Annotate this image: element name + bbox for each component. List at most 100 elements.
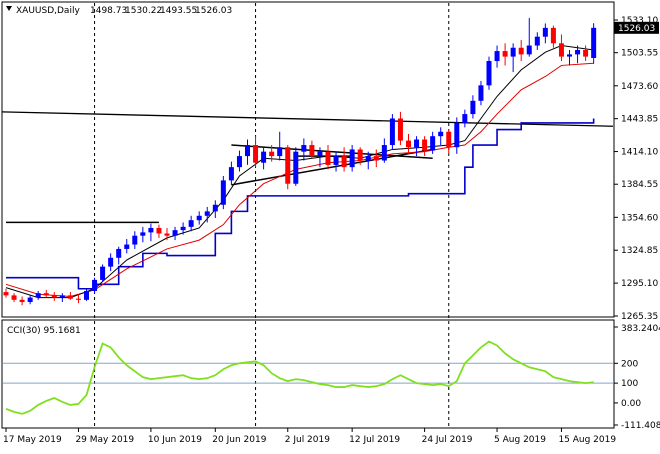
candles bbox=[3, 17, 597, 306]
date-tick-label-7: 5 Aug 2019 bbox=[494, 435, 546, 445]
candle-body-64 bbox=[518, 47, 524, 55]
candle-body-9 bbox=[75, 298, 81, 300]
candle-body-16 bbox=[132, 235, 138, 245]
candle-body-62 bbox=[502, 51, 508, 57]
candle-body-25 bbox=[204, 211, 210, 216]
candle-body-19 bbox=[156, 227, 162, 234]
candle-body-49 bbox=[397, 118, 403, 141]
date-tick-label-2: 10 Jun 2019 bbox=[148, 435, 202, 445]
cci-indicator bbox=[3, 340, 613, 415]
candle-body-61 bbox=[494, 51, 500, 62]
current-price-badge: 1526.03 bbox=[614, 21, 659, 34]
candle-body-55 bbox=[446, 131, 452, 148]
candle-body-48 bbox=[389, 118, 395, 146]
candle-body-14 bbox=[116, 248, 122, 258]
date-tick-label-0: 17 May 2019 bbox=[3, 435, 62, 445]
candle-body-11 bbox=[92, 279, 98, 291]
price-tick-label-0: 1533.10 bbox=[621, 16, 658, 26]
triangle-line-1 bbox=[231, 148, 433, 186]
candle-body-57 bbox=[462, 114, 468, 123]
period-separators bbox=[94, 3, 450, 427]
candle-body-67 bbox=[542, 27, 548, 37]
candle-body-43 bbox=[349, 149, 355, 168]
ohlc-open: 1498.73 bbox=[90, 6, 127, 16]
chart-header: XAUUSD,Daily 1498.73 1530.22 1493.55 152… bbox=[6, 6, 232, 16]
candle-body-22 bbox=[180, 226, 186, 231]
candle-body-63 bbox=[510, 47, 516, 57]
date-axis: 17 May 2019 29 May 2019 10 Jun 2019 20 Jun … bbox=[3, 428, 616, 445]
candle-body-5 bbox=[43, 293, 49, 296]
symbol-triangle-icon bbox=[6, 6, 12, 11]
candle-body-69 bbox=[558, 43, 564, 57]
candle-body-26 bbox=[212, 204, 218, 212]
candle-body-36 bbox=[293, 151, 299, 184]
price-tick-label-1: 1503.55 bbox=[621, 49, 658, 59]
date-tick-label-1: 29 May 2019 bbox=[75, 435, 134, 445]
cci-tick-label-0: 383.2404 bbox=[621, 324, 660, 334]
price-tick-label-2: 1473.60 bbox=[621, 82, 658, 92]
candle-body-56 bbox=[454, 122, 460, 148]
candle-body-1 bbox=[11, 295, 17, 300]
cci-label: CCI(30) 95.1681 bbox=[7, 326, 81, 336]
candle-body-27 bbox=[220, 180, 226, 205]
candle-body-6 bbox=[51, 295, 57, 298]
cci-line bbox=[5, 340, 594, 415]
candle-body-66 bbox=[534, 36, 540, 46]
date-tick-label-6: 24 Jul 2019 bbox=[422, 435, 473, 445]
candle-body-7 bbox=[59, 295, 65, 298]
svg-text:1526.03: 1526.03 bbox=[618, 24, 655, 34]
candle-body-31 bbox=[253, 145, 259, 163]
candle-body-54 bbox=[438, 131, 444, 137]
candle-body-29 bbox=[236, 156, 242, 168]
candle-body-72 bbox=[583, 49, 589, 57]
candle-body-37 bbox=[301, 145, 307, 152]
cci-tick-label-3: 0.00 bbox=[621, 399, 641, 409]
candle-body-58 bbox=[470, 100, 476, 115]
cci-panel bbox=[1, 319, 615, 429]
date-tick-label-5: 12 Jul 2019 bbox=[349, 435, 400, 445]
candle-body-0 bbox=[3, 292, 9, 296]
candle-body-60 bbox=[486, 61, 492, 86]
candle-body-24 bbox=[196, 215, 202, 221]
candle-body-53 bbox=[430, 136, 436, 151]
candle-body-40 bbox=[325, 151, 331, 165]
candle-body-20 bbox=[164, 233, 170, 236]
candle-body-70 bbox=[567, 54, 572, 57]
candle-body-21 bbox=[172, 230, 178, 236]
ohlc-high: 1530.22 bbox=[125, 6, 162, 16]
price-tick-label-3: 1443.85 bbox=[621, 115, 658, 125]
cci-tick-label-2: 100 bbox=[621, 379, 638, 389]
candle-body-12 bbox=[100, 266, 106, 280]
candle-body-50 bbox=[406, 140, 411, 148]
candle-body-52 bbox=[422, 139, 428, 151]
candle-body-32 bbox=[261, 151, 267, 163]
donchian-lower-line bbox=[6, 118, 595, 290]
ohlc-low: 1493.55 bbox=[160, 6, 197, 16]
candle-body-44 bbox=[357, 149, 363, 161]
candle-body-28 bbox=[228, 167, 234, 181]
price-tick-label-5: 1384.55 bbox=[621, 180, 658, 190]
price-tick-label-8: 1295.10 bbox=[621, 279, 658, 289]
price-axis: 1533.10 1503.55 1473.60 1443.85 1414.10 1384.… bbox=[614, 16, 658, 322]
price-tick-label-9: 1265.35 bbox=[621, 312, 658, 322]
candle-body-71 bbox=[575, 49, 581, 55]
candle-body-18 bbox=[148, 227, 154, 233]
candle-body-17 bbox=[140, 232, 146, 236]
candle-body-30 bbox=[245, 145, 250, 157]
date-tick-label-8: 15 Aug 2019 bbox=[558, 435, 616, 445]
candle-body-45 bbox=[365, 156, 371, 161]
candle-body-42 bbox=[341, 156, 347, 168]
candle-body-13 bbox=[108, 257, 114, 267]
candle-body-73 bbox=[591, 27, 597, 58]
ohlc-close: 1526.03 bbox=[195, 6, 232, 16]
candle-body-35 bbox=[285, 147, 291, 184]
price-tick-label-7: 1324.85 bbox=[621, 246, 658, 256]
candle-body-39 bbox=[317, 151, 323, 157]
candle-body-10 bbox=[84, 290, 89, 300]
candle-body-41 bbox=[333, 156, 339, 165]
price-tick-label-6: 1354.60 bbox=[621, 213, 658, 223]
candle-body-33 bbox=[269, 151, 275, 157]
candle-body-38 bbox=[309, 145, 315, 157]
